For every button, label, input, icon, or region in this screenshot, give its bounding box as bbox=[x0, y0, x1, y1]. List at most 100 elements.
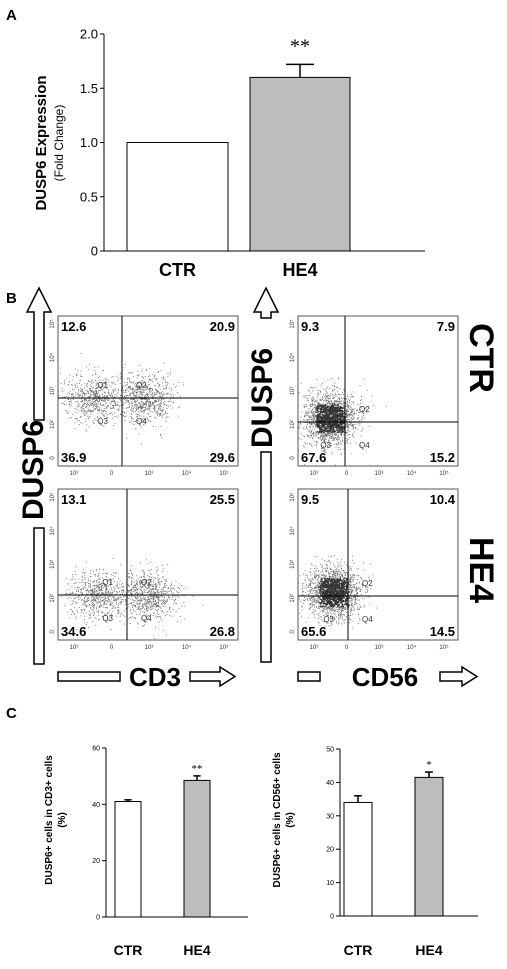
flow-plot-xtick-label: 10⁵ bbox=[439, 644, 449, 651]
flow-plot-xtick-label: 10⁵ bbox=[219, 470, 229, 477]
flow-plot-xtick-label: 10⁵ bbox=[439, 470, 449, 477]
flow-plot-q2-name: Q2 bbox=[141, 578, 152, 587]
chart-a-ytick-label: 1.5 bbox=[80, 81, 98, 96]
flow-plot-xtick-label: 0 bbox=[110, 645, 114, 651]
chart-c2-significance-he4: * bbox=[426, 759, 432, 771]
chart-c2-ylabel-line2: (%) bbox=[285, 812, 296, 828]
flow-plot-xtick-label: 10⁴ bbox=[182, 470, 192, 477]
row-label-he4: HE4 bbox=[462, 537, 500, 603]
flow-plot-q2-percent: 20.9 bbox=[210, 319, 235, 334]
flow-plot-q4-name: Q4 bbox=[141, 614, 152, 623]
flow-plot-xtick-label: 10⁵ bbox=[219, 644, 229, 651]
flow-plot-q3-name: Q3 bbox=[102, 614, 113, 623]
flow-plot-cd56-ctr: 9.3 7.9 67.6 15.2 Q1 Q2 Q3 Q4 10⁵ 10⁴ 10³ 10² 0 10² 0 1… bbox=[289, 315, 459, 477]
flow-plot-q1-name: Q1 bbox=[97, 381, 108, 390]
flow-plot-ytick-label: 10³ bbox=[50, 387, 56, 396]
flow-plot-q3-percent: 65.6 bbox=[301, 624, 326, 639]
chart-c1-bar-ctr bbox=[114, 801, 142, 918]
flow-plot-cd3-he4: 13.1 25.5 34.6 26.8 Q1 Q2 Q3 Q4 10⁵ 10⁴ 10³ 10² 0 10²… bbox=[49, 488, 239, 651]
panel-label-a: A bbox=[6, 7, 17, 24]
chart-c1: 0 20 40 60 CTR ** HE4 bbox=[92, 745, 248, 958]
chart-a: 0 0.5 1.0 1.5 2.0 CTR ** HE4 bbox=[80, 27, 425, 280]
chart-c2-ytick-label: 30 bbox=[326, 813, 334, 820]
chart-a-bar-ctr bbox=[126, 142, 229, 252]
flow-plot-q2-percent: 10.4 bbox=[430, 492, 456, 507]
chart-c1-ylabel-line2: (%) bbox=[57, 812, 68, 828]
flow-plot-q4-name: Q4 bbox=[359, 441, 370, 450]
flow-plot-q4-percent: 29.6 bbox=[210, 450, 235, 465]
flow-plot-q3-name: Q3 bbox=[323, 615, 334, 624]
flow-plot-q3-percent: 34.6 bbox=[61, 624, 86, 639]
chart-c2: 0 10 20 30 40 50 CTR * HE4 bbox=[326, 746, 478, 958]
flow-plot-q2-name: Q2 bbox=[362, 579, 373, 588]
flow-plot-cd56-he4: 9.5 10.4 65.6 14.5 Q1 Q2 Q3 Q4 10⁵ 10⁴ 10³ 10² 0 10² 0… bbox=[289, 488, 459, 651]
chart-c1-bar-he4 bbox=[183, 779, 211, 918]
flow-plot-ytick-label: 0 bbox=[290, 456, 296, 460]
chart-c2-bar-he4 bbox=[414, 776, 444, 917]
flow-plot-q1-percent: 9.3 bbox=[301, 319, 319, 334]
flow-plot-ytick-label: 10⁵ bbox=[49, 319, 56, 329]
flow-plot-q3-percent: 67.6 bbox=[301, 450, 326, 465]
flow-plot-q2-name: Q2 bbox=[136, 381, 147, 390]
panel-label-b: B bbox=[6, 290, 17, 307]
flow-plot-ytick-label: 10² bbox=[290, 594, 296, 603]
flow-plots-layer: 12.6 20.9 36.9 29.6 Q1 Q2 Q3 Q4 10⁵ 10⁴ 10³ 10² 0 10²… bbox=[49, 315, 459, 651]
chart-a-significance-he4: ** bbox=[290, 35, 310, 57]
flow-plot-q2-name: Q2 bbox=[359, 405, 370, 414]
flow-plot-ytick-label: 0 bbox=[50, 456, 56, 460]
flow-plot-q4-name: Q4 bbox=[136, 417, 147, 426]
panel-label-c: C bbox=[6, 705, 17, 722]
flow-plot-q1-name: Q1 bbox=[102, 578, 113, 587]
chart-c1-ytick-label: 0 bbox=[96, 914, 100, 921]
flow-plot-xtick-label: 10⁴ bbox=[407, 470, 417, 477]
chart-c2-ytick-label: 10 bbox=[326, 880, 334, 887]
chart-c1-ytick-label: 20 bbox=[92, 858, 100, 865]
flow-plot-q2-percent: 7.9 bbox=[437, 319, 455, 334]
flow-plot-q4-percent: 14.5 bbox=[430, 624, 455, 639]
flow-plot-xtick-label: 10² bbox=[70, 645, 79, 651]
flow-plot-ytick-label: 0 bbox=[290, 630, 296, 634]
flow-plot-xtick-label: 0 bbox=[345, 471, 349, 477]
flow-plot-xtick-label: 10⁴ bbox=[407, 644, 417, 651]
flow-plot-q4-name: Q4 bbox=[362, 615, 373, 624]
flow-plot-q1-percent: 12.6 bbox=[61, 319, 86, 334]
flow-plot-xtick-label: 10² bbox=[310, 645, 319, 651]
flow-plot-xtick-label: 10³ bbox=[145, 645, 154, 651]
chart-a-bar-he4 bbox=[249, 76, 351, 252]
flow-plot-frame bbox=[297, 488, 459, 641]
flow-plot-xtick-label: 0 bbox=[110, 471, 114, 477]
flow-plot-ytick-label: 10⁴ bbox=[289, 526, 296, 536]
up-arrow-icon-left bbox=[25, 286, 53, 665]
flow-plot-xtick-label: 0 bbox=[345, 645, 349, 651]
chart-a-xtick-label-he4: HE4 bbox=[282, 260, 317, 280]
chart-c2-ytick-label: 0 bbox=[330, 913, 334, 920]
flow-plot-xtick-label: 10⁴ bbox=[182, 644, 192, 651]
flow-plot-q4-percent: 15.2 bbox=[430, 450, 455, 465]
cd3-xlabel: CD3 bbox=[129, 662, 181, 692]
flow-plot-ytick-label: 10² bbox=[290, 420, 296, 429]
flow-plot-ytick-label: 10³ bbox=[290, 387, 296, 396]
cd56-xlabel: CD56 bbox=[352, 662, 418, 692]
chart-a-ytick-label: 2.0 bbox=[80, 27, 98, 42]
flow-plot-q1-name: Q1 bbox=[320, 405, 331, 414]
flow-plot-q4-percent: 26.8 bbox=[210, 624, 235, 639]
chart-c1-significance-he4: ** bbox=[192, 763, 203, 775]
row-label-he4-text: HE4 bbox=[462, 537, 500, 603]
chart-c2-bar-ctr bbox=[343, 801, 373, 917]
row-label-ctr: CTR bbox=[462, 323, 500, 393]
flow-plot-xtick-label: 10³ bbox=[145, 471, 154, 477]
dusp6-ylabel-right: DUSP6 bbox=[246, 348, 279, 448]
flow-plot-q3-name: Q3 bbox=[320, 441, 331, 450]
flow-plot-frame bbox=[57, 315, 239, 467]
flow-plot-frame bbox=[57, 488, 239, 641]
flow-plot-cd3-ctr: 12.6 20.9 36.9 29.6 Q1 Q2 Q3 Q4 10⁵ 10⁴ 10³ 10² 0 10²… bbox=[49, 315, 239, 477]
flow-plot-q2-percent: 25.5 bbox=[210, 492, 235, 507]
chart-c1-ylabel-line1: DUSP6+ cells in CD3+ cells bbox=[44, 755, 55, 885]
bar-charts-layer: 0 0.5 1.0 1.5 2.0 CTR ** HE4 0 20 40 60 CTR ** HE4 0 10 2… bbox=[80, 27, 478, 958]
flow-plot-ytick-label: 10² bbox=[50, 594, 56, 603]
flow-plot-ytick-label: 10⁴ bbox=[49, 352, 56, 362]
flow-plot-ytick-label: 0 bbox=[50, 630, 56, 634]
right-arrow-icon-cd56 bbox=[297, 665, 479, 688]
